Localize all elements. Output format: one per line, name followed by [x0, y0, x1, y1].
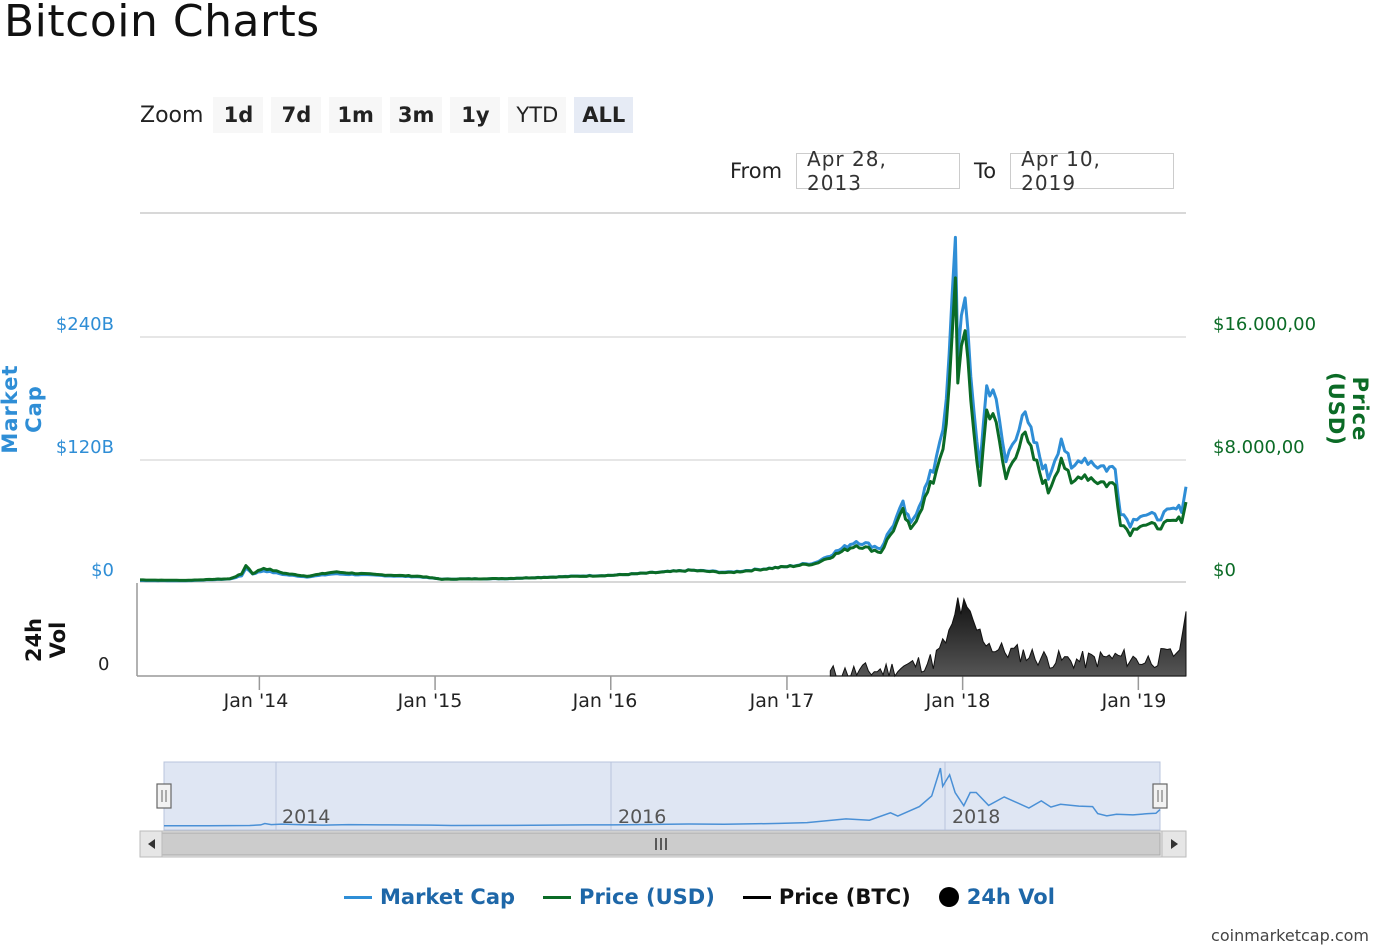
- y-volume-tick-0: 0: [98, 654, 110, 675]
- y-right-tick-16000: $16.000,00: [1213, 314, 1317, 335]
- to-date-input[interactable]: Apr 10, 2019: [1010, 147, 1175, 195]
- zoom-1m-button[interactable]: 1m: [329, 97, 382, 133]
- legend-price-usd-line-icon: [543, 895, 572, 899]
- y-left-tick-0: $0: [91, 560, 114, 581]
- zoom-3m-button[interactable]: 3m: [389, 97, 443, 133]
- chart-legend: Market Cap Price (USD) Price (BTC) 24h V…: [344, 880, 1055, 914]
- navigator-scrollbar[interactable]: [139, 830, 1187, 858]
- zoom-1y-button[interactable]: 1y: [450, 97, 501, 133]
- legend-item-volume[interactable]: 24h Vol: [938, 885, 1055, 909]
- legend-label-price-btc: Price (BTC): [778, 885, 911, 909]
- navigator[interactable]: [156, 761, 1168, 831]
- x-axis-tick-marks: [258, 676, 1140, 690]
- navigator-left-handle[interactable]: [156, 783, 172, 809]
- x-tick-jan-16: Jan '16: [572, 690, 638, 712]
- scroll-right-arrow-icon: [1171, 839, 1178, 849]
- to-label: To: [974, 159, 997, 183]
- zoom-label: Zoom: [140, 102, 204, 128]
- zoom-bar: Zoom 1d 7d 1m 3m 1y YTD ALL: [140, 96, 634, 134]
- y-axis-title-volume: 24h Vol: [22, 617, 70, 663]
- navigator-label-2016: 2016: [618, 806, 667, 828]
- legend-label-market-cap: Market Cap: [380, 885, 516, 909]
- legend-label-volume: 24h Vol: [966, 885, 1055, 909]
- navigator-background: [163, 761, 1161, 831]
- legend-item-price-btc[interactable]: Price (BTC): [742, 885, 911, 909]
- x-tick-jan-14: Jan '14: [223, 690, 289, 712]
- y-right-tick-0: $0: [1213, 560, 1236, 581]
- navigator-label-2014: 2014: [282, 806, 331, 828]
- y-axis-title-market-cap: Market Cap: [0, 364, 46, 454]
- y-left-tick-120b: $120B: [55, 437, 114, 458]
- volume-area: [829, 597, 1187, 678]
- legend-volume-dot-icon: [938, 887, 959, 907]
- scrollbar-grip-icon: [655, 838, 667, 850]
- legend-label-price-usd: Price (USD): [579, 885, 715, 909]
- x-tick-jan-17: Jan '17: [749, 690, 815, 712]
- page-title: Bitcoin Charts: [4, 0, 320, 47]
- zoom-ytd-button[interactable]: YTD: [508, 97, 567, 133]
- legend-item-price-usd[interactable]: Price (USD): [543, 885, 715, 909]
- price-usd-line: [140, 276, 1188, 582]
- navigator-series-line: [163, 767, 1161, 827]
- from-label: From: [730, 159, 783, 183]
- market-cap-line: [140, 235, 1188, 583]
- legend-market-cap-line-icon: [344, 895, 372, 899]
- zoom-1d-button[interactable]: 1d: [213, 97, 264, 133]
- scroll-left-arrow-icon: [148, 839, 155, 849]
- y-axis-title-price-usd: Price (USD): [1324, 372, 1372, 446]
- zoom-all-button[interactable]: ALL: [574, 97, 634, 133]
- y-left-tick-240b: $240B: [55, 314, 114, 335]
- legend-item-market-cap[interactable]: Market Cap: [344, 885, 515, 909]
- y-right-tick-8000: $8.000,00: [1213, 437, 1305, 458]
- navigator-label-2018: 2018: [952, 806, 1001, 828]
- legend-price-btc-line-icon: [742, 895, 771, 899]
- source-credit: coinmarketcap.com: [1211, 926, 1369, 945]
- zoom-7d-button[interactable]: 7d: [271, 97, 322, 133]
- x-tick-jan-18: Jan '18: [925, 690, 991, 712]
- x-tick-jan-15: Jan '15: [397, 690, 463, 712]
- x-tick-jan-19: Jan '19: [1101, 690, 1167, 712]
- navigator-right-handle[interactable]: [1152, 783, 1168, 809]
